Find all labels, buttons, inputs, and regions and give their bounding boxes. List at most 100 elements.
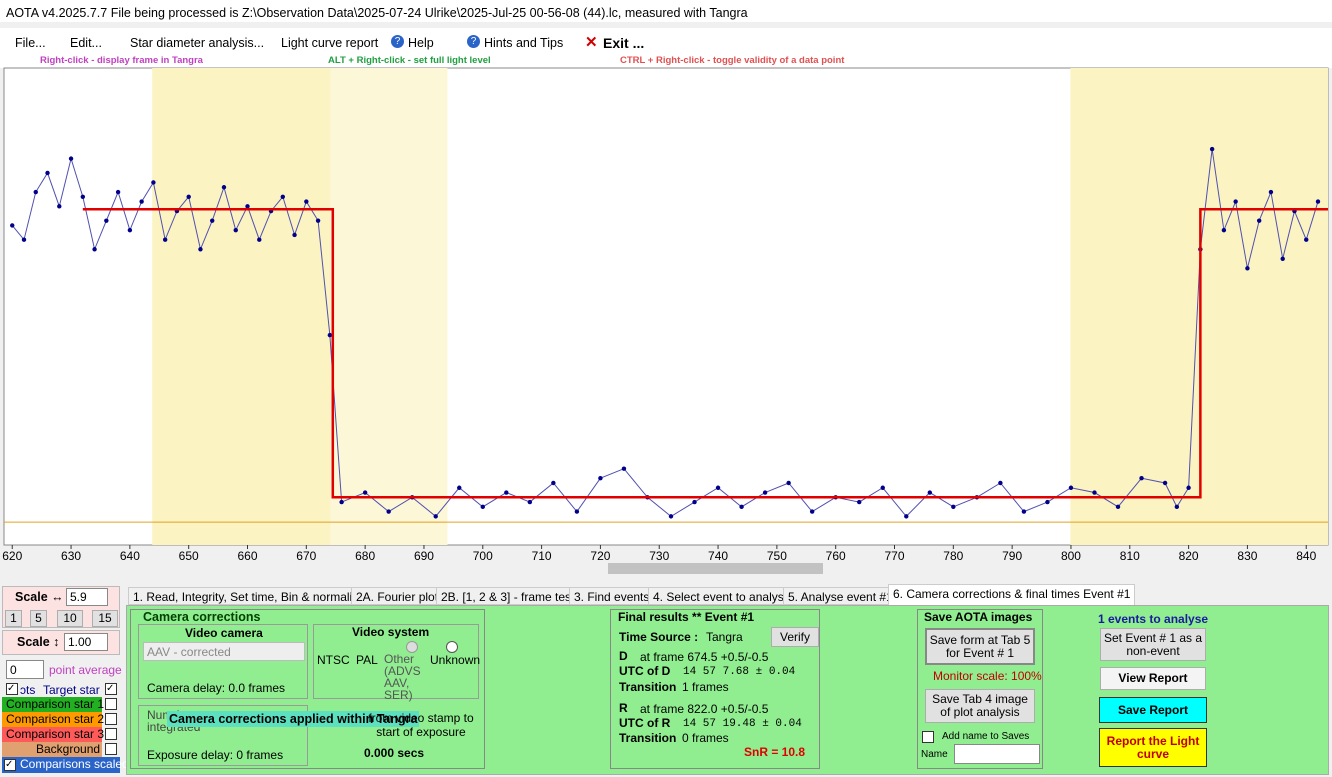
menu-item[interactable]: File...: [15, 36, 46, 50]
value: Tangra: [706, 630, 743, 644]
tab[interactable]: 2B. [1, 2 & 3] - frame test: [436, 587, 580, 605]
data-point: [339, 499, 344, 505]
data-point: [186, 194, 191, 199]
avg-select[interactable]: 0: [6, 660, 44, 679]
checkbox[interactable]: [105, 728, 117, 740]
label: Exposure delay: 0 frames: [147, 748, 284, 762]
radio[interactable]: [446, 641, 458, 653]
menu-item[interactable]: Help: [408, 36, 434, 50]
checkbox[interactable]: ✓: [4, 759, 16, 771]
scale-button[interactable]: 5: [30, 610, 47, 627]
data-point: [45, 170, 50, 176]
data-point: [951, 504, 956, 510]
scrollbar[interactable]: [0, 561, 1332, 576]
light-curve-plot: 620 630 640 650 660 670 680 690 700 710 720 730 740 7…: [2, 67, 1329, 561]
data-point: [104, 218, 109, 223]
shaded-range: [330, 68, 448, 545]
camera-select[interactable]: AAV - corrected: [143, 642, 305, 661]
data-point: [904, 514, 909, 519]
x-tick-label: 740: [708, 549, 728, 561]
menu-item[interactable]: Exit ...: [603, 35, 645, 51]
tab[interactable]: 6. Camera corrections & final times Even…: [888, 584, 1136, 606]
x-tick-label: 770: [884, 549, 904, 561]
data-point: [1186, 485, 1191, 490]
tab[interactable]: 5. Analyse event #1: [783, 587, 898, 605]
save-report-button[interactable]: Save Report: [1099, 697, 1207, 723]
label: UTC of D: [619, 664, 671, 678]
menu-item[interactable]: Light curve report: [281, 36, 379, 50]
tab[interactable]: 2A. Fourier plot: [351, 587, 444, 605]
save-tab4-button[interactable]: Save Tab 4 image of plot analysis: [925, 689, 1035, 723]
checkbox[interactable]: [105, 698, 117, 710]
data-point: [257, 237, 262, 242]
x-tick-label: 790: [1002, 549, 1022, 561]
label: point average: [49, 663, 122, 677]
tab[interactable]: 3. Find events: [569, 587, 655, 605]
data-point: [68, 156, 74, 161]
data-point: [162, 237, 168, 242]
menu-item[interactable]: Hints and Tips: [484, 36, 564, 50]
checkbox[interactable]: ✓: [105, 683, 117, 695]
radio-label[interactable]: PAL: [356, 653, 378, 667]
tab[interactable]: 1. Read, Integrity, Set time, Bin & norm…: [128, 587, 370, 605]
value: 14 57 7.68 ± 0.04: [683, 666, 796, 678]
x-tick-label: 630: [61, 549, 81, 561]
label: Add name to Saves: [942, 731, 1030, 742]
value: 0 frames: [682, 731, 729, 745]
scale-button[interactable]: 1: [5, 610, 22, 627]
star-label: Comparison star 1: [2, 697, 104, 712]
view-report-button[interactable]: View Report: [1100, 667, 1206, 690]
data-point: [1245, 266, 1250, 271]
group-title: Camera corrections: [143, 610, 261, 624]
checkbox[interactable]: [105, 713, 117, 725]
video-system-group: [313, 624, 479, 699]
radio-label[interactable]: NTSC: [317, 653, 350, 667]
checkbox[interactable]: ✓: [6, 683, 18, 695]
name-input[interactable]: [954, 744, 1040, 764]
data-point: [433, 514, 438, 519]
data-point: [1115, 504, 1121, 510]
verify-button[interactable]: Verify: [771, 627, 819, 647]
camera-group: [130, 609, 485, 769]
checkbox[interactable]: [922, 731, 934, 743]
radio-label[interactable]: Other (ADVS AAV, SER): [384, 652, 421, 702]
value: at frame 822.0 +0.5/-0.5: [640, 702, 769, 716]
scale-v-input[interactable]: 1.00: [64, 633, 108, 651]
tab[interactable]: 4. Select event to analyse: [648, 587, 796, 605]
data-point: [315, 218, 321, 223]
menu-item[interactable]: Edit...: [70, 36, 102, 50]
group-title: Save AOTA images: [924, 610, 1033, 624]
radio-label[interactable]: Unknown: [430, 653, 481, 667]
report-lc-button[interactable]: Report the Light curve: [1099, 728, 1207, 767]
data-point: [80, 194, 86, 199]
scale-button[interactable]: 15: [92, 610, 118, 627]
data-point: [210, 218, 215, 223]
shaded-range: [152, 68, 331, 545]
save-form-button[interactable]: Save form at Tab 5 for Event # 1: [925, 628, 1035, 665]
data-point: [362, 490, 368, 495]
radio[interactable]: [406, 641, 418, 653]
data-point: [504, 490, 509, 495]
set-event-button[interactable]: Set Event # 1 as a non-event: [1100, 628, 1206, 661]
data-point: [598, 476, 603, 481]
checkbox[interactable]: [105, 743, 117, 755]
data-point: [574, 509, 580, 514]
x-tick-label: 690: [414, 549, 434, 561]
events-label: 1 events to analyse: [1098, 612, 1209, 626]
data-point: [668, 514, 674, 519]
menu-area: [0, 28, 1332, 68]
label: from video stamp to start of exposure: [368, 711, 474, 739]
star-label: Background: [2, 742, 102, 757]
scale-button[interactable]: 10: [57, 610, 83, 627]
data-point: [292, 232, 297, 238]
star-label: Comparison star 2: [2, 712, 104, 727]
data-point: [457, 485, 462, 490]
menu-item[interactable]: Star diameter analysis...: [130, 36, 265, 50]
label: Name: [921, 749, 948, 760]
x-tick-label: 680: [355, 549, 375, 561]
scale-h-input[interactable]: 5.9: [66, 588, 108, 606]
label: Transition: [619, 680, 677, 694]
data-point: [233, 227, 238, 233]
x-tick-label: 650: [179, 549, 199, 561]
star-label: Comparison star 3: [2, 727, 104, 742]
